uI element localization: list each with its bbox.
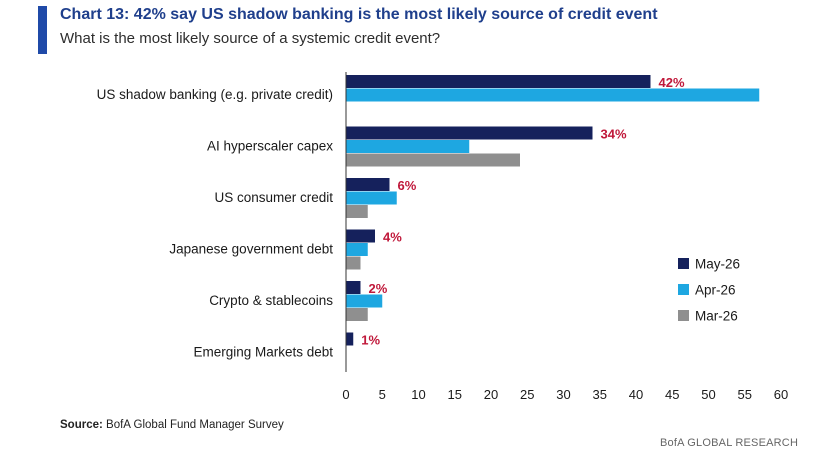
bar-may-26 <box>346 75 651 88</box>
data-label: 42% <box>659 75 685 90</box>
bar-may-26 <box>346 229 375 243</box>
bar-may-26 <box>346 281 361 294</box>
bar-may-26 <box>346 126 593 140</box>
chart-subtitle: What is the most likely source of a syst… <box>60 30 441 47</box>
x-tick-label: 40 <box>629 387 643 402</box>
data-label: 1% <box>361 333 380 348</box>
x-tick-label: 20 <box>484 387 498 402</box>
x-tick-label: 10 <box>411 387 425 402</box>
legend-label-may-26: May-26 <box>695 257 740 272</box>
category-label: Emerging Markets debt <box>193 345 333 360</box>
bar-apr-26 <box>346 88 760 102</box>
category-label: AI hyperscaler capex <box>207 139 333 154</box>
bar-apr-26 <box>346 140 470 153</box>
category-label: Crypto & stablecoins <box>209 293 333 308</box>
bar-mar-26 <box>346 256 361 270</box>
x-tick-label: 55 <box>738 387 752 402</box>
data-label: 4% <box>383 230 402 245</box>
legend-label-mar-26: Mar-26 <box>695 309 738 324</box>
x-tick-label: 45 <box>665 387 679 402</box>
x-tick-label: 25 <box>520 387 534 402</box>
bar-mar-26 <box>346 205 368 218</box>
bar-apr-26 <box>346 191 397 205</box>
source-note: Source: BofA Global Fund Manager Survey <box>60 419 284 431</box>
bar-may-26 <box>346 178 390 191</box>
x-tick-label: 50 <box>701 387 715 402</box>
data-label: 2% <box>369 281 388 296</box>
bar-apr-26 <box>346 294 383 308</box>
legend-label-apr-26: Apr-26 <box>695 283 736 298</box>
legend-swatch-apr-26 <box>678 284 689 295</box>
bar-mar-26 <box>346 308 368 321</box>
source-label: Source: <box>60 419 103 431</box>
source-text: BofA Global Fund Manager Survey <box>106 419 284 431</box>
category-label: Japanese government debt <box>169 242 333 257</box>
x-tick-label: 15 <box>448 387 462 402</box>
legend-swatch-mar-26 <box>678 310 689 321</box>
chart-title: Chart 13: 42% say US shadow banking is t… <box>60 6 658 23</box>
x-tick-label: 60 <box>774 387 788 402</box>
bar-apr-26 <box>346 243 368 256</box>
category-label: US shadow banking (e.g. private credit) <box>97 87 333 102</box>
x-tick-label: 5 <box>379 387 386 402</box>
x-tick-label: 30 <box>556 387 570 402</box>
x-tick-label: 0 <box>342 387 349 402</box>
legend-swatch-may-26 <box>678 258 689 269</box>
x-tick-label: 35 <box>593 387 607 402</box>
bar-mar-26 <box>346 153 520 167</box>
title-accent-bar <box>38 6 47 54</box>
bar-may-26 <box>346 332 354 346</box>
data-label: 6% <box>398 178 417 193</box>
data-label: 34% <box>601 127 627 142</box>
category-label: US consumer credit <box>214 190 333 205</box>
brand-footer: BofA GLOBAL RESEARCH <box>660 437 799 449</box>
